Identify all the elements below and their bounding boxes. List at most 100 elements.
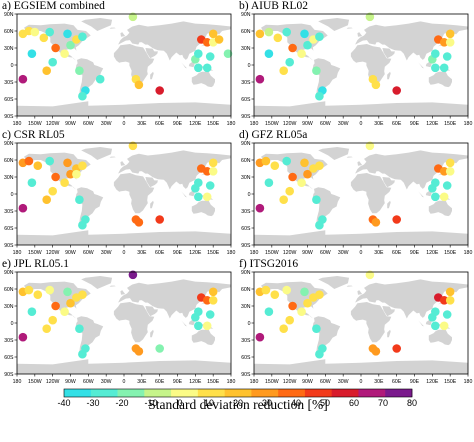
station-point	[24, 156, 34, 166]
land-mass	[120, 161, 126, 166]
land-mass	[113, 173, 155, 214]
lon-tick-label: 120E	[189, 379, 202, 385]
colorbar-segment	[197, 389, 225, 397]
lon-tick-label: 180	[464, 250, 473, 256]
lon-tick-label: 180	[227, 379, 236, 385]
land-layer	[17, 18, 231, 116]
land-mass	[261, 23, 328, 61]
station-point	[365, 141, 375, 151]
lon-tick-label: 120W	[283, 379, 297, 385]
station-point	[194, 307, 203, 316]
land-mass	[357, 290, 363, 295]
colorbar-tick-label: 80	[407, 398, 417, 408]
panel-title: d) GFZ RL05a	[239, 129, 308, 141]
station-point	[439, 38, 449, 47]
lon-tick-label: 120E	[426, 379, 439, 385]
lat-tick-label: 30S	[241, 80, 251, 86]
station-point	[45, 156, 54, 166]
station-point	[279, 66, 288, 75]
lat-tick-label: 30S	[4, 209, 14, 215]
lat-tick-label: 90S	[4, 372, 14, 378]
station-point	[270, 161, 280, 170]
station-point	[255, 332, 265, 342]
lon-tick-label: 30E	[374, 250, 384, 256]
land-mass	[150, 71, 154, 80]
station-point	[300, 158, 309, 168]
lon-tick-label: 120W	[46, 250, 60, 256]
panel-title: f) ITSG2016	[239, 258, 299, 270]
station-point	[66, 40, 75, 50]
colorbar-outline	[63, 388, 413, 398]
station-point	[72, 169, 81, 179]
station-point	[202, 167, 212, 176]
station-point	[202, 296, 212, 305]
land-mass	[150, 329, 154, 338]
lat-tick-label: 60S	[4, 226, 14, 232]
land-mass	[261, 281, 328, 319]
lon-tick-label: 180	[250, 250, 259, 256]
lon-tick-label: 180	[464, 121, 473, 127]
station-point	[445, 29, 455, 39]
station-point	[60, 178, 69, 187]
station-point	[371, 347, 381, 356]
station-point	[371, 80, 381, 90]
colorbar-tick-label: -10	[144, 398, 157, 408]
land-mass	[382, 177, 395, 188]
land-mass	[318, 147, 350, 160]
station-point	[282, 156, 291, 166]
station-point	[312, 195, 321, 204]
land-mass	[109, 285, 116, 287]
lat-tick-label: 60S	[241, 97, 251, 103]
lat-tick-label: 90S	[4, 114, 14, 120]
station-point	[214, 35, 224, 44]
land-mass	[312, 316, 341, 354]
lon-tick-label: 90E	[173, 379, 183, 385]
lon-tick-label: 90W	[65, 121, 76, 127]
station-point	[128, 12, 138, 22]
lon-tick-label: 30W	[101, 250, 112, 256]
land-mass	[382, 306, 395, 317]
station-point	[431, 192, 440, 202]
station-point	[442, 181, 452, 190]
station-point	[128, 270, 138, 280]
land-mass	[418, 320, 424, 327]
station-point	[75, 66, 84, 75]
land-mass	[81, 276, 113, 289]
colorbar-segment	[251, 389, 279, 397]
station-point	[264, 307, 274, 316]
lon-tick-label: 150E	[444, 250, 457, 256]
station-point	[194, 63, 203, 73]
station-point	[63, 287, 72, 297]
station-point	[202, 321, 212, 331]
station-point	[392, 344, 401, 353]
station-point	[194, 49, 203, 58]
lon-tick-label: 60E	[392, 379, 402, 385]
station-point	[312, 324, 321, 333]
station-point	[205, 310, 215, 319]
station-point	[315, 32, 324, 41]
lon-tick-label: 120W	[283, 121, 297, 127]
lon-tick-label: 150E	[444, 379, 457, 385]
lat-tick-label: 30N	[241, 304, 251, 310]
land-mass	[113, 302, 155, 343]
station-point	[208, 296, 218, 305]
station-point	[60, 307, 69, 316]
station-point	[270, 290, 280, 299]
station-point	[66, 298, 75, 308]
colorbar-segment	[358, 389, 386, 397]
lat-tick-label: 0	[11, 192, 14, 198]
station-point	[445, 158, 455, 168]
station-point	[303, 298, 312, 308]
map-panel-d: d) GFZ RL05a 180 150W 120W 90W 60W 30W 0 30E 60E…	[237, 129, 474, 257]
lon-tick-label: 60W	[320, 121, 331, 127]
station-point	[202, 63, 212, 73]
station-point	[42, 195, 51, 204]
station-point	[273, 33, 283, 43]
station-point	[51, 172, 60, 182]
lon-tick-label: 90E	[410, 379, 420, 385]
station-point	[51, 43, 60, 53]
lat-tick-label: 0	[248, 63, 251, 69]
lon-tick-label: 90W	[302, 379, 313, 385]
station-point	[27, 307, 37, 316]
lon-tick-label: 30E	[374, 379, 384, 385]
